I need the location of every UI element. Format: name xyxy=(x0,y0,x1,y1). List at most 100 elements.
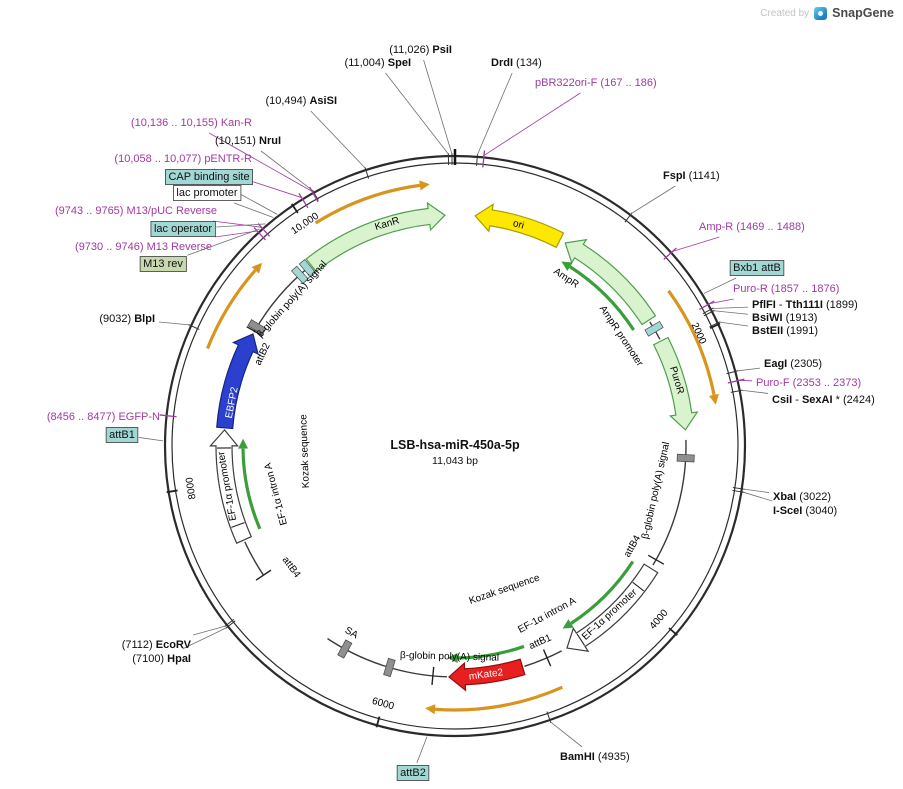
primer-label-m13-puc-reverse[interactable]: (9743 .. 9765) M13/pUC Reverse xyxy=(55,205,217,217)
enzyme-label-asisi[interactable]: (10,494) AsiSI xyxy=(265,95,337,107)
feature-arc-0 xyxy=(652,439,687,566)
feature-ef1a-promoter-left[interactable] xyxy=(209,428,253,545)
site-box-bottom[interactable] xyxy=(383,657,396,678)
enzyme-label-nrui-leader xyxy=(260,150,314,192)
enzyme-label-drdi[interactable]: DrdI (134) xyxy=(491,57,542,69)
orf-arc-right[interactable] xyxy=(667,289,716,396)
label-ef1a-intron-left[interactable]: EF-1α intron A xyxy=(263,461,290,526)
primer-site-tick-1 xyxy=(663,247,677,260)
label-ori[interactable]: ori xyxy=(512,218,526,232)
enzyme-site-tick-7 xyxy=(726,370,739,375)
enzyme-label-nrui[interactable]: (10,151) NruI xyxy=(215,135,281,147)
primer-label-m13-puc-reverse-leader xyxy=(212,220,262,228)
watermark: Created by SnapGene xyxy=(760,6,894,20)
enzyme-site-tick-6 xyxy=(709,321,721,328)
enzyme-label-xbai[interactable]: XbaI (3022) xyxy=(773,491,831,503)
primer-site-tick-6 xyxy=(257,223,270,237)
feature-kanr[interactable] xyxy=(305,201,446,273)
enzyme-label-fspi[interactable]: FspI (1141) xyxy=(663,170,720,182)
feature-label-lac-promoter-box[interactable] xyxy=(173,185,242,201)
enzyme-label-iscei[interactable]: I-SceI (3040) xyxy=(773,505,837,517)
orf-arc-left[interactable] xyxy=(206,269,257,350)
intron-tick-0 xyxy=(632,581,645,592)
primer-label-puro-r[interactable]: Puro-R (1857 .. 1876) xyxy=(733,283,839,295)
enzyme-site-tick-9 xyxy=(732,487,745,490)
feature-label-bxb1-attb[interactable]: Bxb1 attB xyxy=(733,262,781,274)
feature-ori[interactable] xyxy=(474,203,565,249)
primer-label-pbr322ori-f-leader xyxy=(483,92,581,156)
position-tick-6000-label: 6000 xyxy=(371,696,396,713)
position-tick-4000 xyxy=(668,627,678,636)
enzyme-label-fspi-leader xyxy=(631,185,676,214)
promoter-arc-right[interactable] xyxy=(569,265,635,331)
label-sa[interactable]: SA xyxy=(343,625,360,641)
label-mkate2[interactable]: mKate2 xyxy=(468,667,504,683)
enzyme-label-bsteii[interactable]: BstEII (1991) xyxy=(752,325,818,337)
primer-label-pbr322ori-f[interactable]: pBR322ori-F (167 .. 186) xyxy=(535,77,657,89)
feature-ebfp2[interactable] xyxy=(216,333,259,430)
enzyme-label-spei[interactable]: (11,004) SpeI xyxy=(345,57,411,69)
primer-label-egfp-n[interactable]: (8456 .. 8477) EGFP-N xyxy=(47,411,160,423)
orf-arc-bottom[interactable] xyxy=(434,685,564,712)
enzyme-site-tick-5 xyxy=(703,309,715,317)
label-ef1a-promoter-bottom[interactable]: EF-1α promoter xyxy=(580,587,640,643)
primer-label-kan-r-leader xyxy=(208,132,313,192)
label-beta-globin-right[interactable]: β-globin poly(A) signal xyxy=(640,441,672,540)
feature-label-attb1[interactable]: attB1 xyxy=(109,429,135,441)
enzyme-label-bsiwi[interactable]: BsiWI (1913) xyxy=(752,312,817,324)
feature-ampr[interactable] xyxy=(564,238,657,326)
primer-label-kan-r[interactable]: (10,136 .. 10,155) Kan-R xyxy=(131,117,252,129)
feature-label-lac-operator-box[interactable] xyxy=(150,221,216,237)
label-ef1a-intron-bottom[interactable]: EF-1α intron A xyxy=(516,595,578,635)
primer-site-tick-0 xyxy=(482,150,486,168)
label-attb1-bottom[interactable]: attB1 xyxy=(527,632,553,652)
site-box-left[interactable] xyxy=(247,319,267,335)
label-kozak-bottom[interactable]: Kozak sequence xyxy=(468,572,542,607)
primer-label-pentr-r[interactable]: (10,058 .. 10,077) pENTR-R xyxy=(114,153,252,165)
feature-mkate2[interactable] xyxy=(448,658,526,692)
site-box-sa[interactable] xyxy=(337,639,353,659)
feature-label-lac-operator[interactable]: lac operator xyxy=(154,223,212,235)
enzyme-label-psii[interactable]: (11,026) PsiI xyxy=(389,44,452,56)
feature-label-attb1-box[interactable] xyxy=(105,427,139,443)
orf-arc-top-left[interactable] xyxy=(314,183,421,225)
enzyme-site-tick-2 xyxy=(476,153,478,166)
enzyme-label-csii-sexai[interactable]: CsiI - SexAI * (2424) xyxy=(772,394,875,406)
feature-label-lac-promoter[interactable]: lac promoter xyxy=(176,187,237,199)
feature-label-attb2[interactable]: attB2 xyxy=(400,767,426,779)
enzyme-label-blpi[interactable]: (9032) BlpI xyxy=(99,313,155,325)
site-box-lac[interactable] xyxy=(298,259,317,278)
primer-label-puro-f[interactable]: Puro-F (2353 .. 2373) xyxy=(756,377,861,389)
promoter-arc-bottom-right[interactable] xyxy=(570,560,635,625)
feature-label-cap-binding-site[interactable]: CAP binding site xyxy=(168,171,249,183)
position-tick-6000 xyxy=(375,716,381,728)
enzyme-label-eagi[interactable]: EagI (2305) xyxy=(764,358,822,370)
site-box-m13[interactable] xyxy=(291,265,309,285)
enzyme-label-hpai[interactable]: (7100) HpaI xyxy=(132,653,191,665)
feature-label-bxb1-attb-box[interactable] xyxy=(729,260,785,276)
snapgene-brand: SnapGene xyxy=(832,6,894,20)
promoter-arc-left[interactable] xyxy=(241,448,262,530)
enzyme-label-blpi-leader xyxy=(158,321,190,326)
feature-label-attb2-box[interactable] xyxy=(396,765,430,781)
feature-label-m13-rev[interactable]: M13 rev xyxy=(143,258,183,270)
label-beta-globin-bottom[interactable]: β-globin poly(A) signal xyxy=(400,650,499,664)
promoter-arc-left-head xyxy=(238,438,249,449)
enzyme-label-asisi-leader xyxy=(310,110,366,169)
label-kozak-left[interactable]: Kozak sequence xyxy=(298,414,312,489)
site-box-right[interactable] xyxy=(676,453,695,463)
primer-label-m13-reverse[interactable]: (9730 .. 9746) M13 Reverse xyxy=(75,241,212,253)
intron-tick-1 xyxy=(576,633,586,646)
feature-label-cap-binding-site-box[interactable] xyxy=(165,169,253,185)
site-box-bxb1-attb[interactable] xyxy=(644,320,664,337)
enzyme-label-ecorv[interactable]: (7112) EcoRV xyxy=(122,639,192,651)
enzyme-site-tick-3 xyxy=(624,212,633,223)
enzyme-label-pflfi-tth111i[interactable]: PflFI - Tth111I (1899) xyxy=(752,299,858,311)
promoter-arc-under-mkate2[interactable] xyxy=(457,644,525,660)
feature-puror[interactable] xyxy=(652,336,699,431)
feature-label-m13-rev-box[interactable] xyxy=(139,256,187,272)
feature-ef1a-promoter-bottom[interactable] xyxy=(566,563,659,653)
enzyme-label-bamhi[interactable]: BamHI (4935) xyxy=(560,751,630,763)
label-attb4-left[interactable]: attB4 xyxy=(280,555,303,581)
primer-label-amp-r[interactable]: Amp-R (1469 .. 1488) xyxy=(699,221,805,233)
